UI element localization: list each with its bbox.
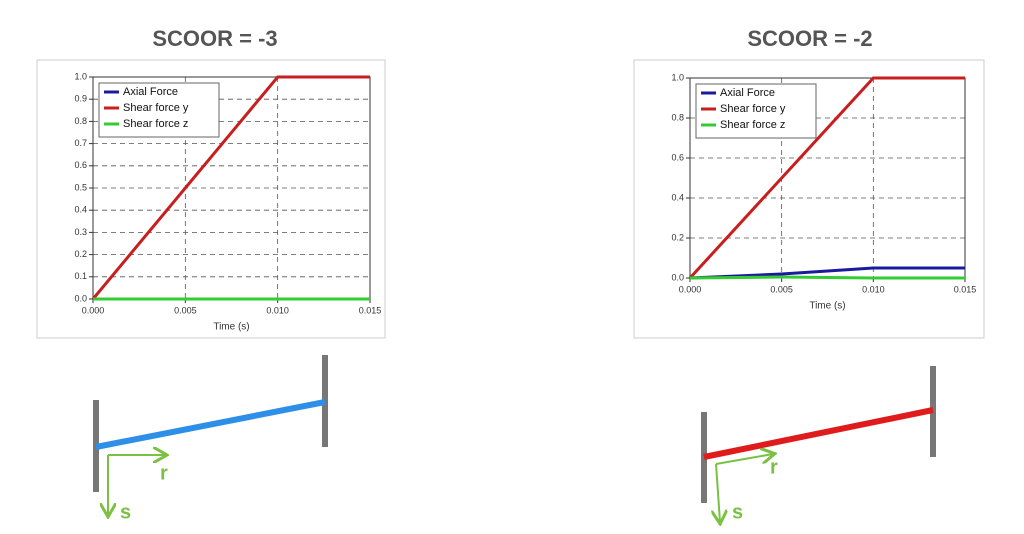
chart-title: SCOOR = -2	[747, 26, 872, 51]
x-tick-label: 0.000	[679, 284, 702, 294]
beam	[95, 399, 326, 450]
y-tick-label: 0.0	[671, 272, 684, 282]
legend: Axial Force Shear force y Shear force z	[98, 82, 220, 138]
beam-diagram: r s	[701, 366, 936, 523]
series-line	[688, 76, 965, 280]
x-tick-label: 0.015	[954, 284, 977, 294]
legend-label: Shear force y	[720, 103, 786, 115]
x-axis-label: Time (s)	[809, 301, 845, 312]
chart: SCOOR = -3 0.0 0.1 0.2 0.3 0.4 0.5 0.6 0.7 0.8 0.9…	[36, 26, 386, 339]
y-tick-label: 0.9	[74, 94, 87, 104]
x-tick-label: 0.010	[862, 284, 885, 294]
y-tick-label: 0.8	[671, 112, 684, 122]
x-axis-label: Time (s)	[213, 322, 249, 333]
y-tick-label: 0.6	[671, 152, 684, 162]
y-tick-label: 1.0	[74, 71, 87, 81]
legend-label: Shear force z	[123, 118, 188, 130]
chart: SCOOR = -2 0.0 0.2 0.4 0.6 0.8 1.0 0.000 0.005 0.…	[633, 26, 985, 339]
chart-title: SCOOR = -3	[152, 26, 277, 51]
x-tick-label: 0.010	[266, 305, 289, 315]
s-label: s	[732, 501, 743, 523]
x-tick-label: 0.015	[359, 305, 382, 315]
r-label: r	[160, 462, 168, 484]
beam	[703, 407, 934, 460]
y-tick-label: 0.4	[74, 205, 87, 215]
y-tick-label: 0.3	[74, 227, 87, 237]
y-tick-label: 0.1	[74, 271, 87, 281]
y-tick-label: 0.5	[74, 182, 87, 192]
series-line	[91, 75, 370, 300]
y-tick-label: 1.0	[671, 72, 684, 82]
legend-label: Axial Force	[123, 86, 178, 98]
y-tick-label: 0.6	[74, 160, 87, 170]
x-tick-label: 0.005	[174, 305, 197, 315]
y-tick-label: 0.2	[74, 249, 87, 259]
legend-label: Shear force y	[123, 102, 189, 114]
r-arrow	[715, 454, 773, 465]
r-label: r	[770, 456, 778, 478]
y-tick-label: 0.4	[671, 192, 684, 202]
y-tick-label: 0.7	[74, 138, 87, 148]
s-arrow	[716, 463, 720, 522]
legend-label: Shear force z	[720, 119, 785, 131]
s-label: s	[120, 501, 131, 523]
y-tick-label: 0.2	[671, 232, 684, 242]
legend-label: Axial Force	[720, 87, 775, 99]
y-tick-label: 0.8	[74, 116, 87, 126]
x-tick-label: 0.000	[82, 305, 105, 315]
legend: Axial Force Shear force y Shear force z	[695, 83, 817, 139]
y-tick-label: 0.0	[74, 293, 87, 303]
x-tick-label: 0.005	[770, 284, 793, 294]
beam-diagram: r s	[93, 355, 328, 523]
series-line	[689, 275, 965, 280]
